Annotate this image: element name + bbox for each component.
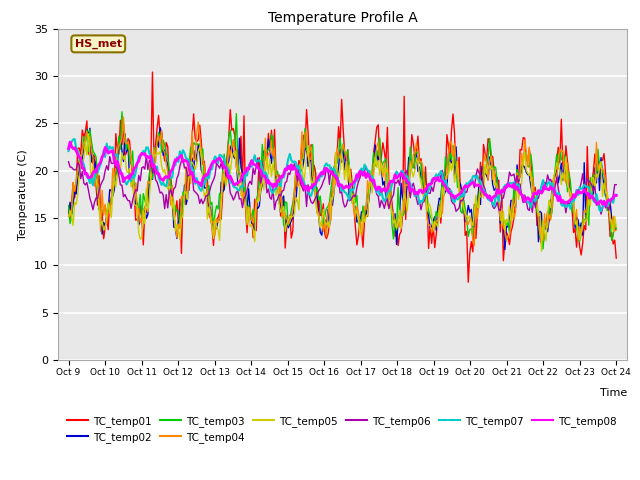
TC_temp06 xyxy=(257,180,264,186)
TC_temp07 xyxy=(71,136,79,142)
TC_temp08 xyxy=(306,185,314,191)
TC_temp04 xyxy=(612,227,620,233)
TC_temp05 xyxy=(257,187,264,192)
TC_temp08 xyxy=(257,168,264,174)
TC_temp07 xyxy=(584,184,591,190)
Line: TC_temp03: TC_temp03 xyxy=(68,112,616,249)
TC_temp04 xyxy=(65,214,72,219)
TC_temp06 xyxy=(306,194,314,200)
TC_temp02 xyxy=(585,186,593,192)
TC_temp06 xyxy=(248,181,255,187)
TC_temp07 xyxy=(65,148,72,154)
TC_temp07 xyxy=(597,208,605,214)
TC_temp07 xyxy=(133,161,141,167)
TC_temp06 xyxy=(612,182,620,188)
TC_temp08 xyxy=(65,146,72,152)
TC_temp08 xyxy=(133,160,141,166)
TC_temp04 xyxy=(133,214,141,220)
TC_temp08 xyxy=(602,203,609,209)
TC_temp08 xyxy=(612,192,620,198)
TC_temp07 xyxy=(257,159,264,165)
TC_temp03 xyxy=(306,150,314,156)
TC_temp01 xyxy=(612,255,620,261)
TC_temp02 xyxy=(248,219,255,225)
TC_temp05 xyxy=(230,151,237,156)
TC_temp01 xyxy=(465,279,472,285)
TC_temp04 xyxy=(230,137,237,143)
TC_temp08 xyxy=(66,139,74,145)
TC_temp04 xyxy=(257,184,264,190)
TC_temp07 xyxy=(248,164,255,169)
TC_temp03 xyxy=(612,226,620,232)
TC_temp02 xyxy=(257,187,264,192)
Y-axis label: Temperature (C): Temperature (C) xyxy=(18,149,28,240)
TC_temp03 xyxy=(230,143,237,148)
Line: TC_temp08: TC_temp08 xyxy=(68,142,616,206)
TC_temp03 xyxy=(118,109,126,115)
TC_temp03 xyxy=(539,246,547,252)
TC_temp05 xyxy=(84,131,92,136)
TC_temp06 xyxy=(143,153,150,159)
TC_temp01 xyxy=(132,217,140,223)
Line: TC_temp01: TC_temp01 xyxy=(68,72,616,282)
TC_temp03 xyxy=(585,222,593,228)
TC_temp04 xyxy=(248,217,255,223)
TC_temp01 xyxy=(306,159,314,165)
TC_temp01 xyxy=(257,188,264,193)
TC_temp04 xyxy=(306,147,314,153)
TC_temp02 xyxy=(65,210,72,216)
Line: TC_temp02: TC_temp02 xyxy=(68,128,616,250)
TC_temp06 xyxy=(584,176,591,182)
TC_temp06 xyxy=(65,159,72,165)
TC_temp02 xyxy=(156,125,164,131)
TC_temp02 xyxy=(132,203,140,209)
TC_temp05 xyxy=(538,248,545,254)
Line: TC_temp05: TC_temp05 xyxy=(68,133,616,251)
TC_temp05 xyxy=(612,225,620,230)
TC_temp08 xyxy=(230,181,237,187)
TC_temp05 xyxy=(65,214,72,219)
TC_temp07 xyxy=(306,191,314,197)
TC_temp01 xyxy=(65,208,72,214)
TC_temp06 xyxy=(230,197,237,203)
TC_temp02 xyxy=(612,225,620,231)
Text: Time: Time xyxy=(600,388,627,398)
Text: HS_met: HS_met xyxy=(75,39,122,49)
Title: Temperature Profile A: Temperature Profile A xyxy=(268,11,417,25)
TC_temp06 xyxy=(132,187,140,193)
TC_temp08 xyxy=(248,157,255,163)
TC_temp01 xyxy=(230,126,237,132)
TC_temp05 xyxy=(133,203,141,209)
TC_temp03 xyxy=(65,203,72,209)
Line: TC_temp07: TC_temp07 xyxy=(68,139,616,211)
Line: TC_temp06: TC_temp06 xyxy=(68,156,616,214)
TC_temp03 xyxy=(248,216,255,221)
TC_temp04 xyxy=(120,114,127,120)
TC_temp08 xyxy=(584,192,591,197)
TC_temp03 xyxy=(257,172,264,178)
Line: TC_temp04: TC_temp04 xyxy=(68,117,616,246)
TC_temp02 xyxy=(230,153,237,159)
TC_temp04 xyxy=(585,185,593,191)
Legend: TC_temp01, TC_temp02, TC_temp03, TC_temp04, TC_temp05, TC_temp06, TC_temp07, TC_: TC_temp01, TC_temp02, TC_temp03, TC_temp… xyxy=(63,411,621,447)
TC_temp07 xyxy=(612,192,620,198)
TC_temp01 xyxy=(248,213,255,219)
TC_temp01 xyxy=(585,192,593,198)
TC_temp01 xyxy=(148,69,156,75)
TC_temp07 xyxy=(230,183,237,189)
TC_temp05 xyxy=(248,222,255,228)
TC_temp05 xyxy=(585,197,593,203)
TC_temp02 xyxy=(306,157,314,163)
TC_temp05 xyxy=(306,166,314,171)
TC_temp04 xyxy=(470,243,478,249)
TC_temp06 xyxy=(597,211,605,217)
TC_temp02 xyxy=(501,247,509,252)
TC_temp03 xyxy=(133,206,141,212)
